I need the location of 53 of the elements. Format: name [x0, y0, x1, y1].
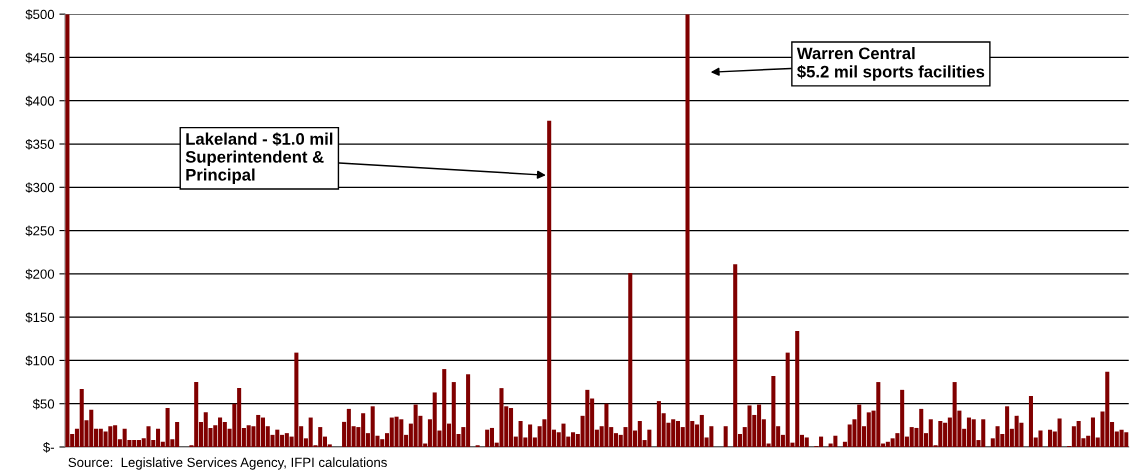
bar: [413, 404, 418, 447]
bar: [685, 14, 690, 447]
annotation: Warren Central $5.2 mil sports facilities: [796, 47, 985, 81]
bar: [518, 421, 523, 447]
bar: [485, 429, 490, 447]
bar: [1014, 415, 1019, 447]
source-note: Source: Legislative Services Agency, IFPI calculations: [68, 457, 387, 470]
bar: [733, 264, 738, 447]
bar: [995, 426, 1000, 447]
y-tick-label: $500: [25, 9, 55, 20]
bar: [833, 435, 838, 447]
bar: [585, 389, 590, 447]
bar: [370, 406, 375, 447]
y-tick-label: $250: [25, 225, 55, 237]
y-tick-label: $350: [25, 139, 55, 150]
y-tick-label: $150: [25, 312, 55, 323]
bar: [604, 403, 609, 447]
bar: [1048, 429, 1053, 447]
y-tick-label: $450: [25, 52, 55, 64]
bar: [260, 417, 266, 447]
bar: [1038, 430, 1043, 447]
bar: [709, 426, 714, 447]
y-tick-label: $400: [25, 95, 55, 107]
y-tick-label: $100: [25, 355, 55, 367]
y-tick-label: $50: [32, 398, 55, 410]
bar: [771, 376, 776, 447]
bar: [1076, 421, 1081, 447]
bar: [108, 426, 113, 447]
y-tick-label: $200: [25, 268, 55, 280]
bar: [1057, 418, 1062, 447]
bar: [146, 426, 151, 447]
bar: [394, 416, 399, 447]
bar: [1119, 429, 1124, 447]
bar: [804, 437, 809, 447]
y-tick-label: $-: [43, 442, 55, 453]
bar: [561, 423, 566, 447]
bar: [165, 408, 170, 447]
bar: [876, 382, 881, 447]
bar: [747, 405, 752, 447]
bar: [647, 429, 652, 447]
bar: [308, 417, 313, 447]
bar: [952, 382, 957, 447]
bar: [246, 425, 251, 447]
bar: [294, 352, 299, 447]
bar: [122, 428, 127, 447]
bar: [938, 421, 943, 447]
bar: [499, 388, 504, 447]
annotation: Lakeland - $1.0 mil Superintendent & Principal: [185, 132, 333, 185]
bar: [1124, 432, 1129, 447]
bar: [785, 352, 790, 447]
y-tick-label: $300: [25, 182, 55, 193]
bar: [723, 426, 728, 447]
bar: [399, 419, 404, 447]
